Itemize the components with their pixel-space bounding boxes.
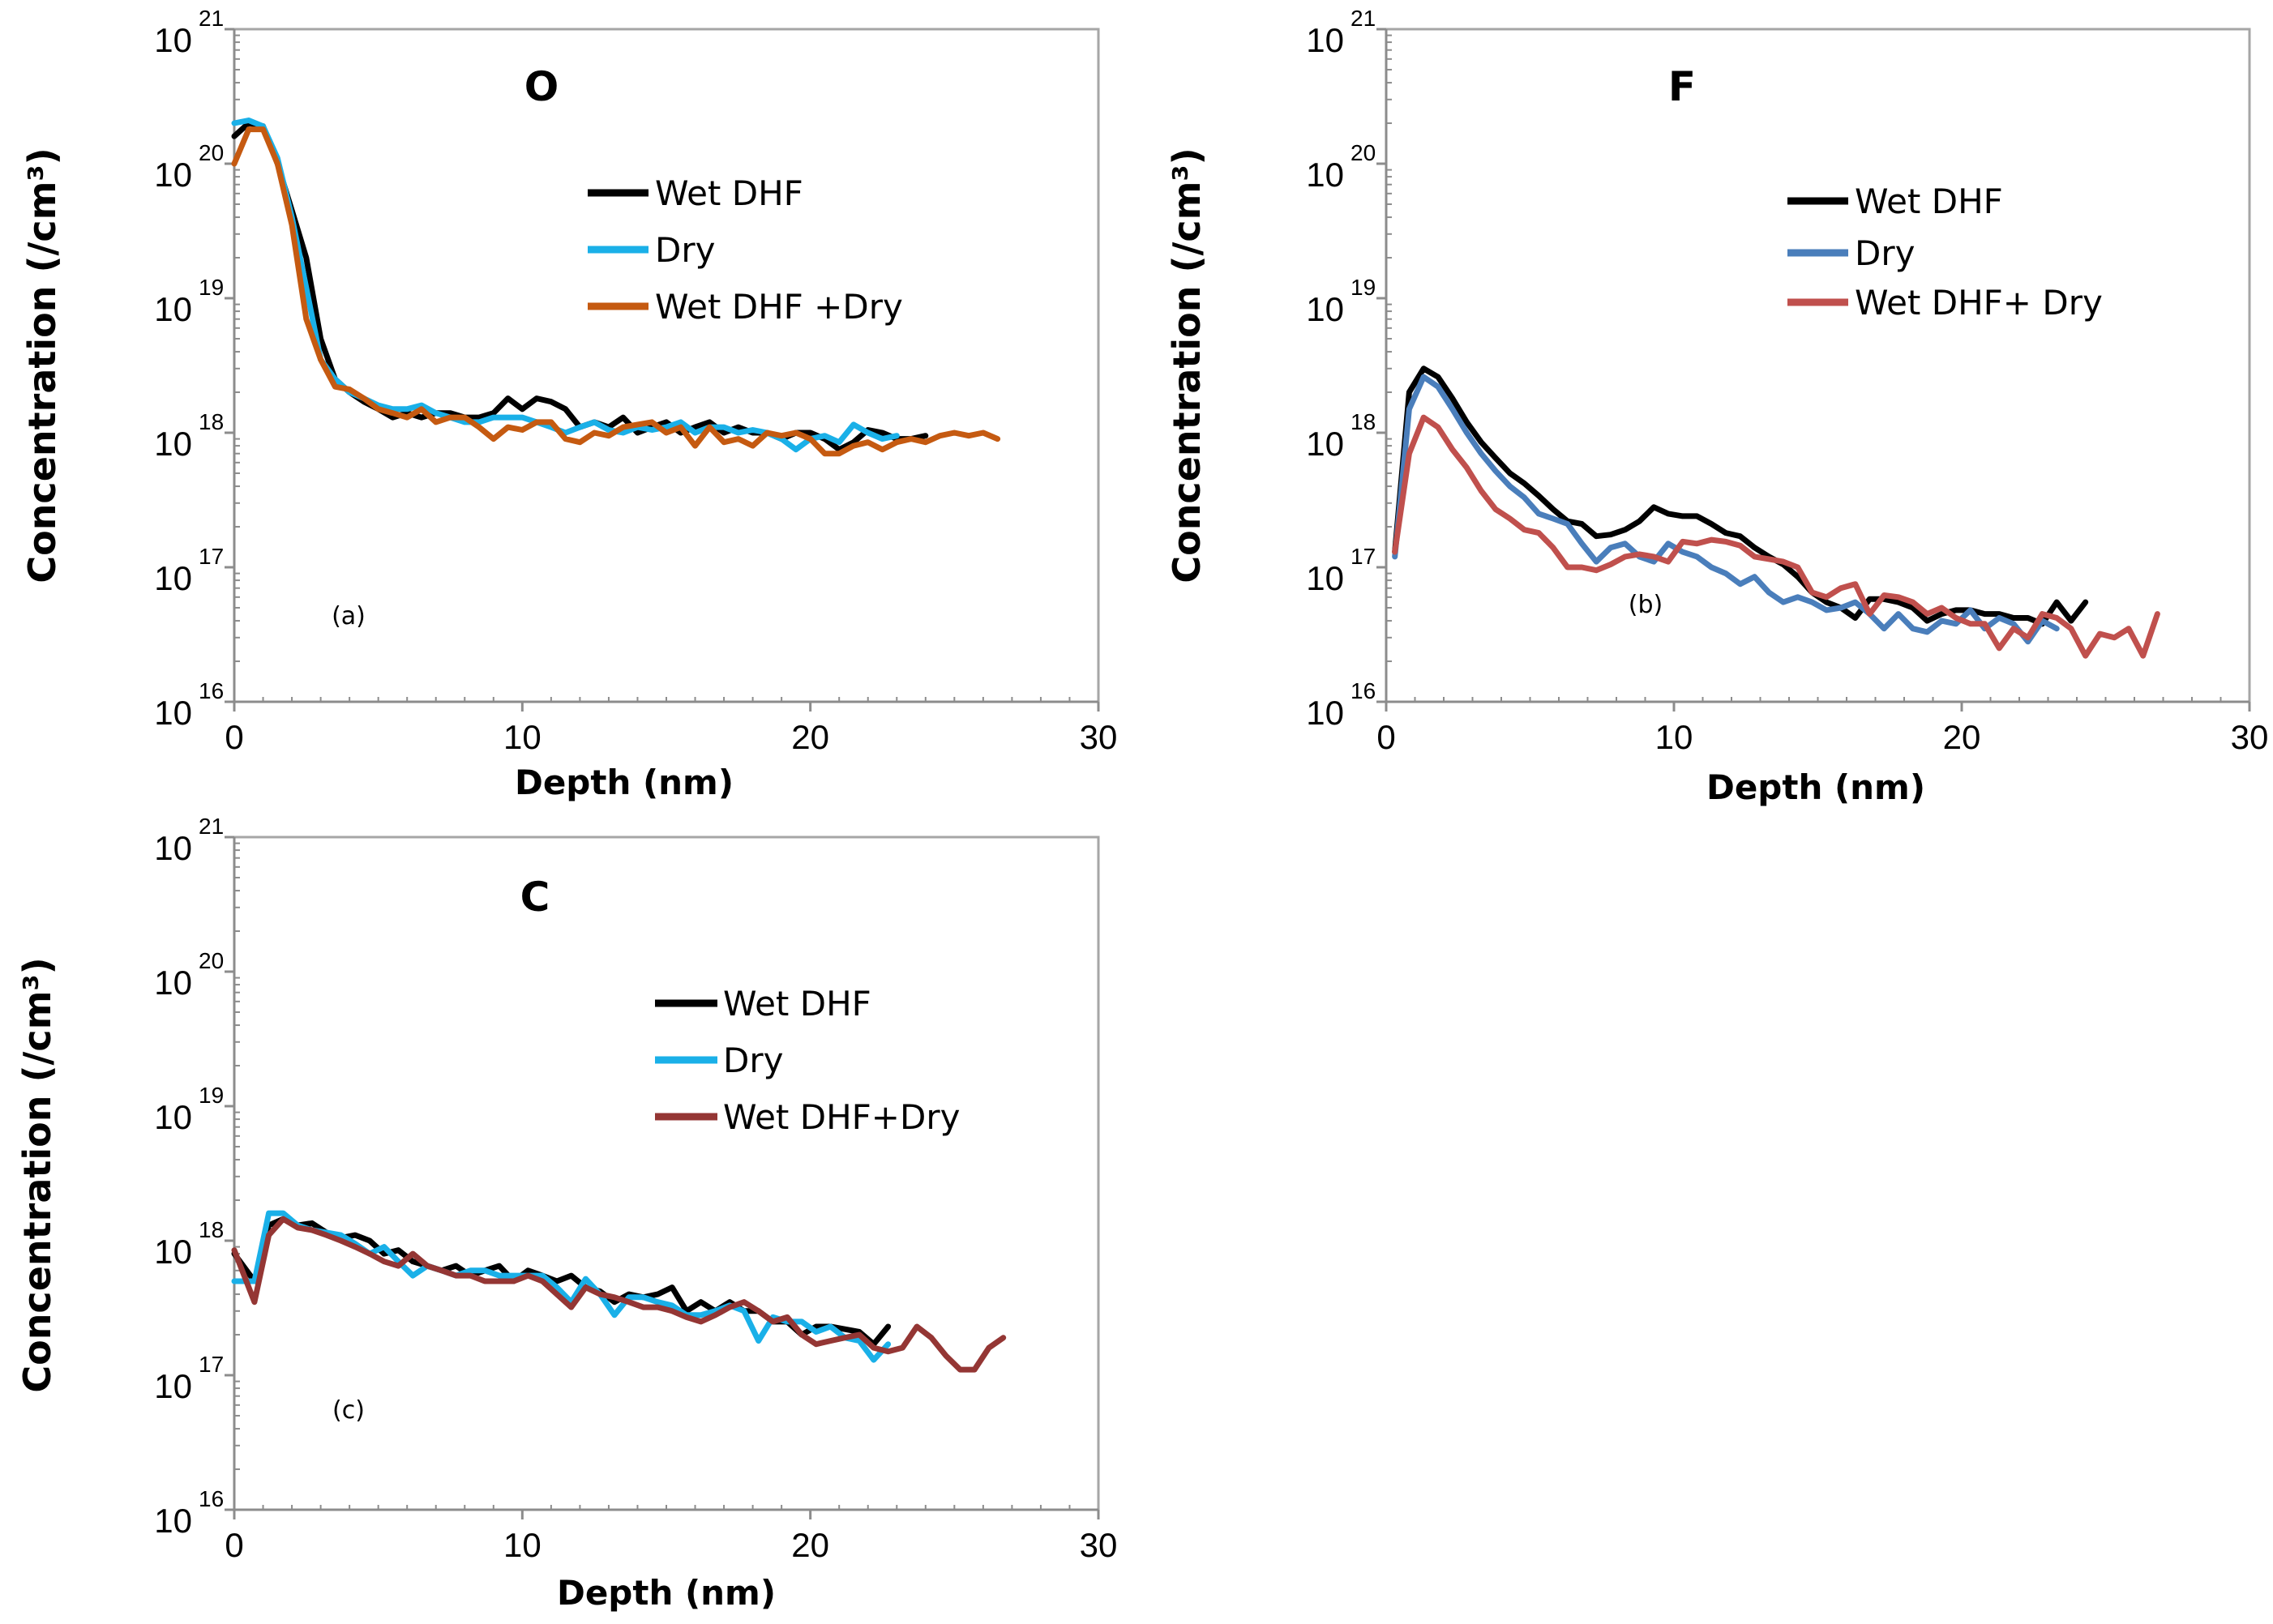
chart-title: C bbox=[520, 874, 550, 921]
x-tick-label: 10 bbox=[503, 1526, 541, 1564]
y-tick-label: 10 bbox=[154, 425, 192, 463]
y-tick-label: 10 bbox=[154, 559, 192, 597]
y-tick-exponent: 21 bbox=[199, 814, 224, 839]
y-tick-label: 10 bbox=[154, 21, 192, 59]
y-tick-exponent: 19 bbox=[1351, 275, 1376, 300]
legend-entry: Wet DHF bbox=[723, 984, 871, 1024]
x-tick-label: 0 bbox=[225, 1526, 243, 1564]
x-tick-label: 10 bbox=[1655, 718, 1693, 756]
legend-entry: Dry bbox=[723, 1041, 783, 1080]
y-tick-label: 10 bbox=[154, 1502, 192, 1540]
y-axis-title: Concentration (/cm³) bbox=[15, 957, 59, 1392]
y-tick-label: 10 bbox=[154, 290, 192, 328]
chart-panel-o: 10 16 10 17 10 18 10 19 10 20 10 21 0 10 20 30 Wet DHF Dr… bbox=[20, 6, 1117, 802]
chart-title: F bbox=[1668, 63, 1696, 110]
y-tick-label: 10 bbox=[1306, 559, 1344, 597]
x-tick-label: 20 bbox=[791, 1526, 829, 1564]
panel-annotation: (c) bbox=[332, 1396, 365, 1425]
x-axis-title: Depth (nm) bbox=[1706, 767, 1925, 807]
x-tick-label: 30 bbox=[1080, 1526, 1118, 1564]
plot-area bbox=[233, 28, 1100, 703]
chart-panel-f: 10 16 10 17 10 18 10 19 10 20 10 21 0 10 20 30 Wet DHF Dr… bbox=[1165, 6, 2268, 807]
legend-entry: Wet DHF bbox=[1855, 182, 2003, 221]
y-tick-label: 10 bbox=[154, 694, 192, 732]
y-tick-exponent: 18 bbox=[1351, 409, 1376, 434]
y-tick-exponent: 19 bbox=[199, 1083, 224, 1108]
y-tick-label: 10 bbox=[1306, 156, 1344, 194]
plot-area bbox=[1385, 28, 2251, 703]
series-line-wet-dhf-dry bbox=[231, 1216, 1007, 1373]
y-tick-label: 10 bbox=[154, 156, 192, 194]
y-tick-exponent: 17 bbox=[199, 1352, 224, 1377]
y-tick-label: 10 bbox=[154, 1367, 192, 1405]
x-tick-label: 20 bbox=[791, 718, 829, 756]
chart-panel-c: 10 16 10 17 10 18 10 19 10 20 10 21 0 10 20 30 Wet DHF Dr… bbox=[15, 814, 1117, 1613]
y-tick-exponent: 16 bbox=[199, 678, 224, 703]
y-tick-exponent: 21 bbox=[1351, 6, 1376, 31]
y-tick-exponent: 18 bbox=[199, 409, 224, 434]
y-tick-exponent: 21 bbox=[199, 6, 224, 31]
panel-annotation: (a) bbox=[332, 602, 366, 630]
chart-title: O bbox=[524, 63, 559, 110]
legend-entry: Wet DHF bbox=[655, 173, 803, 213]
y-tick-exponent: 20 bbox=[199, 948, 224, 973]
y-tick-label: 10 bbox=[154, 964, 192, 1002]
legend-entry: Wet DHF+ Dry bbox=[1855, 283, 2103, 323]
y-tick-label: 10 bbox=[154, 829, 192, 867]
x-tick-label: 30 bbox=[2231, 718, 2269, 756]
y-tick-exponent: 20 bbox=[1351, 140, 1376, 165]
x-axis-title: Depth (nm) bbox=[515, 763, 734, 802]
y-axis-title: Concentration (/cm³) bbox=[1165, 147, 1209, 583]
y-tick-exponent: 19 bbox=[199, 275, 224, 300]
y-tick-label: 10 bbox=[1306, 290, 1344, 328]
y-tick-label: 10 bbox=[154, 1098, 192, 1136]
legend-entry: Wet DHF +Dry bbox=[655, 287, 903, 327]
x-axis-title: Depth (nm) bbox=[557, 1573, 776, 1613]
legend-entry: Wet DHF+Dry bbox=[723, 1097, 960, 1137]
legend-entry: Dry bbox=[1855, 233, 1915, 273]
x-tick-label: 30 bbox=[1080, 718, 1118, 756]
y-tick-exponent: 17 bbox=[199, 544, 224, 569]
y-tick-label: 10 bbox=[1306, 425, 1344, 463]
x-tick-label: 20 bbox=[1943, 718, 1981, 756]
series-line-dry bbox=[231, 118, 900, 453]
x-tick-label: 0 bbox=[1376, 718, 1395, 756]
y-axis-title: Concentration (/cm³) bbox=[20, 147, 64, 583]
x-tick-label: 10 bbox=[503, 718, 541, 756]
x-tick-label: 0 bbox=[225, 718, 243, 756]
y-tick-label: 10 bbox=[1306, 21, 1344, 59]
panel-annotation: (b) bbox=[1629, 591, 1663, 619]
series-line-wet-dhf-dry bbox=[231, 126, 1001, 457]
y-tick-exponent: 16 bbox=[1351, 678, 1376, 703]
y-tick-exponent: 20 bbox=[199, 140, 224, 165]
y-tick-label: 10 bbox=[154, 1233, 192, 1271]
series-line-wet-dhf-dry bbox=[1392, 414, 2160, 659]
y-tick-exponent: 16 bbox=[199, 1486, 224, 1511]
y-tick-exponent: 17 bbox=[1351, 544, 1376, 569]
series-line-dry bbox=[1392, 374, 2060, 645]
legend-entry: Dry bbox=[655, 230, 715, 270]
y-tick-exponent: 18 bbox=[199, 1217, 224, 1242]
y-tick-label: 10 bbox=[1306, 694, 1344, 732]
